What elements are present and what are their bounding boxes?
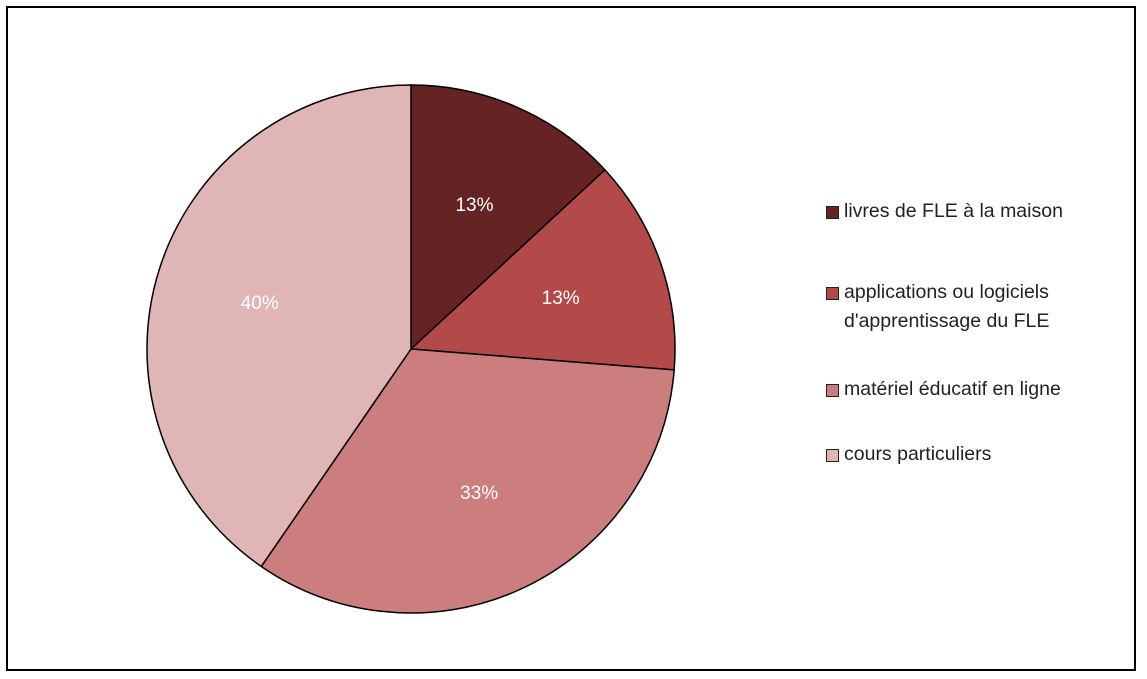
legend-item-4: cours particuliers: [826, 440, 1124, 469]
pie-slice-1: [410, 84, 606, 351]
legend-label-3: matériel éducatif en ligne: [844, 378, 1061, 400]
slice-label-4: 40%: [241, 293, 279, 314]
pie-slice-2: [409, 168, 676, 371]
legend-swatch-1: [826, 206, 839, 219]
slice-label-3: 33%: [460, 483, 498, 504]
legend-swatch-3: [826, 384, 839, 397]
legend-item-1: livres de FLE à la maison: [826, 197, 1124, 226]
pie-slice-3: [260, 348, 675, 614]
legend-swatch-4: [826, 449, 839, 462]
legend-label-2: applications ou logiciels d'apprentissag…: [844, 281, 1050, 332]
legend-swatch-2: [826, 287, 839, 300]
slice-label-2: 13%: [542, 288, 580, 309]
pie-slice-4: [146, 84, 412, 568]
slice-label-1: 13%: [455, 195, 493, 216]
legend-label-4: cours particuliers: [844, 443, 992, 465]
legend-item-2: applications ou logiciels d'apprentissag…: [826, 278, 1104, 336]
legend-item-3: matériel éducatif en ligne: [826, 375, 1124, 404]
legend-label-1: livres de FLE à la maison: [844, 200, 1063, 222]
